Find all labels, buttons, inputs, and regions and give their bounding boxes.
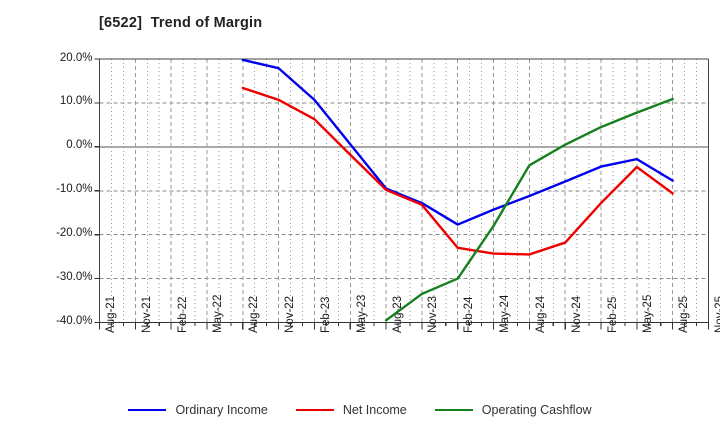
legend-item[interactable]: Operating Cashflow: [434, 403, 592, 417]
y-tick-label: 0.0%: [66, 139, 93, 152]
line-swatch-green: [434, 409, 473, 411]
legend-label: Operating Cashflow: [481, 403, 592, 417]
legend-label: Net Income: [342, 403, 407, 417]
series-line-net-income: [241, 86, 674, 256]
y-tick-label: -10.0%: [56, 183, 93, 196]
y-tick-label: -30.0%: [56, 271, 93, 284]
line-swatch-red: [295, 409, 334, 411]
y-tick-label: 20.0%: [59, 51, 93, 64]
chart-title: [6522] Trend of Margin: [99, 15, 263, 31]
y-tick-label: -20.0%: [56, 227, 93, 240]
data-series-layer: [241, 58, 674, 322]
line-swatch-blue: [128, 409, 167, 411]
legend-label: Ordinary Income: [175, 403, 268, 417]
chart-legend: Ordinary Income Net Income Operating Cashf…: [0, 403, 720, 417]
legend-item[interactable]: Net Income: [295, 403, 407, 417]
series-line-ordinary-income: [241, 58, 674, 226]
grid-lines: [99, 58, 709, 323]
axis-ticks: [94, 58, 710, 330]
y-tick-label: -40.0%: [56, 315, 93, 327]
y-tick-label: 10.0%: [59, 95, 93, 108]
legend-item[interactable]: Ordinary Income: [128, 403, 268, 417]
series-line-operating-cashflow: [384, 97, 674, 322]
